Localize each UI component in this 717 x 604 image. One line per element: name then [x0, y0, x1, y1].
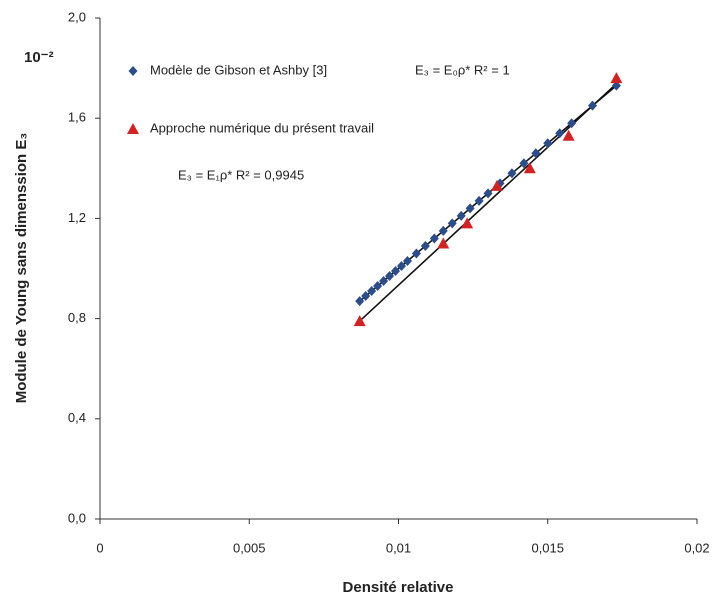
data-point — [420, 240, 430, 251]
data-point — [447, 218, 457, 229]
y-tick-label: 1,6 — [68, 110, 86, 125]
data-point — [519, 158, 529, 169]
x-tick-label: 0 — [96, 540, 103, 555]
x-axis-title: Densité relative — [343, 579, 454, 596]
y-tick-label: 0,8 — [68, 310, 86, 325]
data-point — [411, 248, 421, 259]
data-point — [588, 100, 598, 111]
data-point — [465, 203, 475, 214]
trendline — [359, 83, 617, 322]
data-point — [507, 168, 517, 179]
legend-label: Modèle de Gibson et Ashby [3] — [150, 62, 327, 77]
data-point — [353, 315, 366, 327]
annotation: E₃ = E₀ρ* R² = 1 — [415, 62, 510, 77]
data-point — [391, 266, 401, 277]
data-point — [555, 128, 565, 139]
data-point — [610, 72, 623, 84]
data-point — [562, 129, 575, 141]
data-point — [367, 286, 377, 297]
annotation: E₃ = E₁ρ* R² = 0,9945 — [178, 167, 304, 182]
data-point — [379, 276, 389, 287]
data-point — [456, 210, 466, 221]
data-point — [429, 233, 439, 244]
data-point — [385, 271, 395, 282]
data-point — [543, 138, 553, 149]
legend-marker — [127, 123, 139, 134]
data-point — [361, 291, 371, 302]
data-point — [396, 260, 406, 271]
data-point — [567, 118, 577, 129]
x-tick-label: 0,01 — [386, 540, 411, 555]
y-tick-label: 1,2 — [68, 210, 86, 225]
data-point — [402, 255, 412, 266]
x-tick-label: 0,02 — [684, 540, 709, 555]
y-tick-label: 0,0 — [68, 510, 86, 525]
x-tick-label: 0,005 — [233, 540, 266, 555]
data-point — [474, 195, 484, 206]
data-point — [531, 148, 541, 159]
y-tick-label: 0,4 — [68, 410, 86, 425]
data-point — [461, 217, 474, 229]
y-tick-label: 2,0 — [68, 9, 86, 24]
data-point — [483, 188, 493, 199]
y-multiplier: 10⁻² — [24, 49, 54, 66]
data-point — [373, 281, 383, 292]
data-point — [355, 296, 365, 307]
x-tick-label: 0,015 — [531, 540, 564, 555]
data-point — [491, 179, 504, 191]
y-axis-title: Module de Young sans dimenssion E₃ — [13, 133, 30, 404]
data-point — [523, 162, 536, 174]
data-point — [611, 80, 621, 91]
data-point — [437, 237, 450, 249]
data-point — [438, 225, 448, 236]
legend-marker — [128, 66, 138, 76]
legend-label: Approche numérique du présent travail — [150, 120, 374, 135]
